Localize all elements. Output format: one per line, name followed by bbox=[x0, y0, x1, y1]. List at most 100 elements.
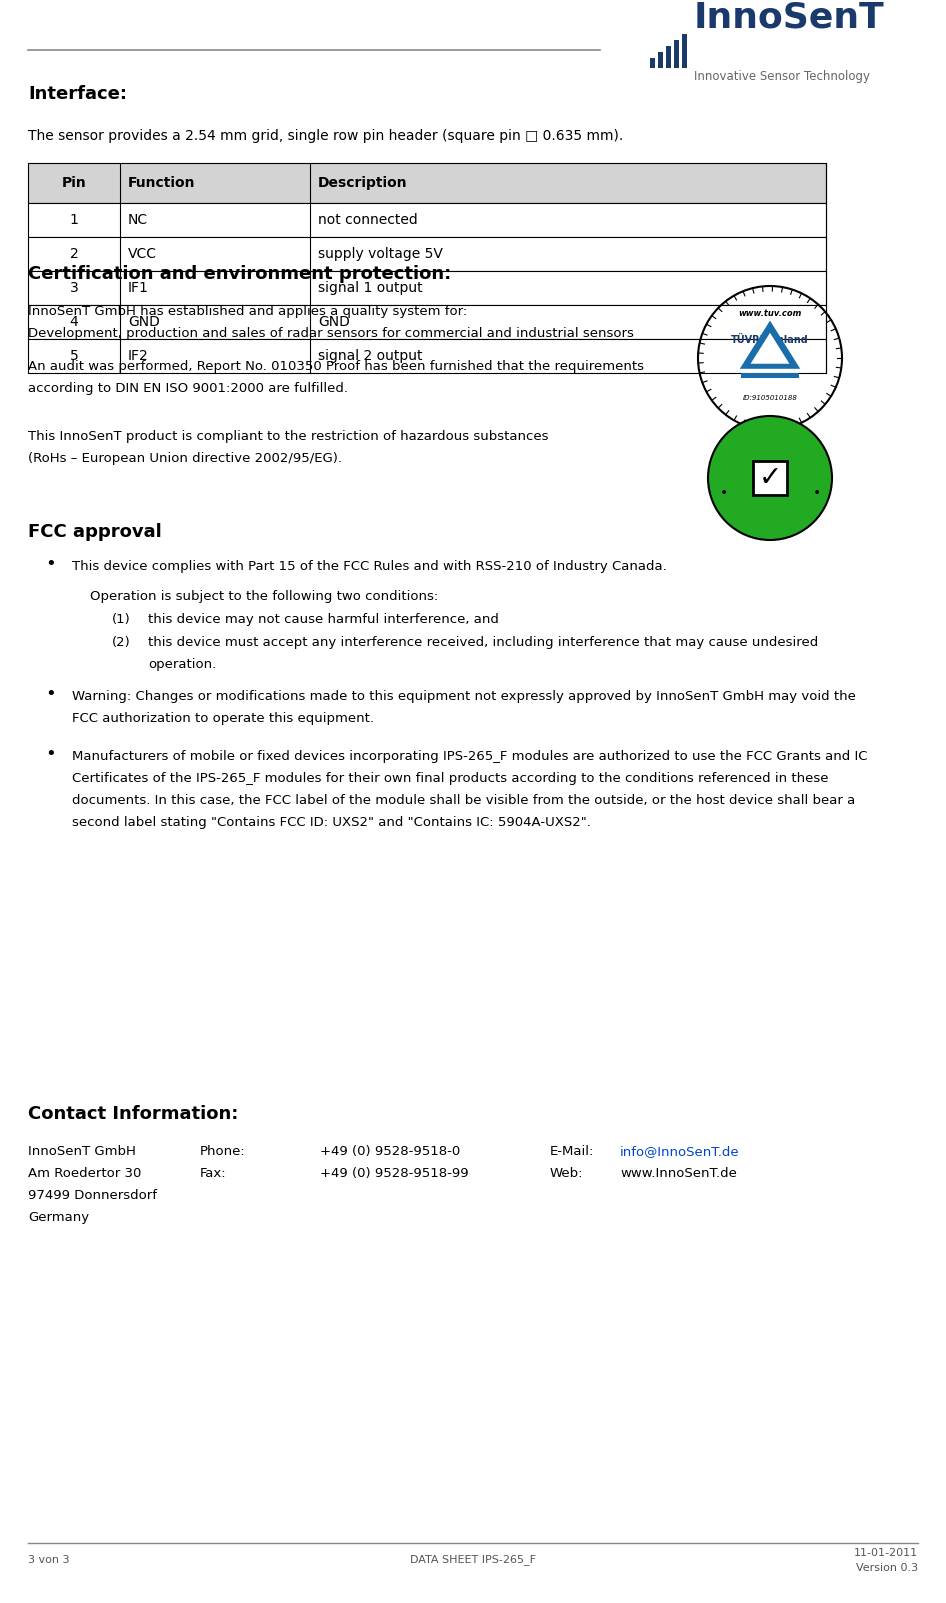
Text: www.tuv.com: www.tuv.com bbox=[738, 309, 801, 317]
Text: Function: Function bbox=[128, 176, 196, 191]
Text: Germany: Germany bbox=[28, 1210, 89, 1225]
Text: -: - bbox=[780, 423, 786, 433]
Polygon shape bbox=[740, 321, 800, 369]
Text: InnoSenT: InnoSenT bbox=[694, 0, 885, 34]
Text: this device must accept any interference received, including interference that m: this device must accept any interference… bbox=[148, 636, 818, 649]
Text: 1: 1 bbox=[70, 213, 79, 228]
Text: •: • bbox=[45, 745, 56, 763]
Text: s: s bbox=[753, 423, 760, 433]
Bar bbox=[28, 237, 826, 271]
Text: signal 2 output: signal 2 output bbox=[318, 349, 423, 362]
Text: Certificates of the IPS-265_F modules for their own final products according to : Certificates of the IPS-265_F modules fo… bbox=[72, 773, 829, 785]
Text: Description: Description bbox=[318, 176, 408, 191]
Bar bbox=[742, 373, 798, 378]
Text: An audit was performed, Report No. 010350 Proof has been furnished that the requ: An audit was performed, Report No. 01035… bbox=[28, 361, 644, 373]
Text: GND: GND bbox=[128, 316, 160, 329]
Text: VCC: VCC bbox=[128, 247, 157, 261]
Text: Certification and environment protection:: Certification and environment protection… bbox=[28, 264, 451, 284]
Text: •: • bbox=[45, 684, 56, 704]
Text: Pin: Pin bbox=[61, 176, 86, 191]
Text: IF1: IF1 bbox=[128, 281, 149, 295]
Text: •: • bbox=[813, 486, 820, 500]
Bar bbox=[28, 271, 826, 305]
Text: Operation is subject to the following two conditions:: Operation is subject to the following tw… bbox=[90, 590, 438, 603]
Text: signal 1 output: signal 1 output bbox=[318, 281, 423, 295]
Text: E-Mail:: E-Mail: bbox=[550, 1145, 594, 1157]
Text: 3 von 3: 3 von 3 bbox=[28, 1555, 69, 1565]
Text: documents. In this case, the FCC label of the module shall be visible from the o: documents. In this case, the FCC label o… bbox=[72, 793, 855, 806]
Text: InnoSenT GmbH has established and applies a quality system for:: InnoSenT GmbH has established and applie… bbox=[28, 305, 467, 317]
Text: Warning: Changes or modifications made to this equipment not expressly approved : Warning: Changes or modifications made t… bbox=[72, 689, 856, 704]
Text: not connected: not connected bbox=[318, 213, 418, 228]
Text: o: o bbox=[728, 436, 738, 446]
Text: Am Roedertor 30: Am Roedertor 30 bbox=[28, 1167, 141, 1180]
Text: Manufacturers of mobile or fixed devices incorporating IPS-265_F modules are aut: Manufacturers of mobile or fixed devices… bbox=[72, 750, 867, 763]
Bar bbox=[658, 51, 663, 67]
Text: Development, production and sales of radar sensors for commercial and industrial: Development, production and sales of rad… bbox=[28, 327, 634, 340]
Text: operation.: operation. bbox=[148, 657, 217, 672]
Text: ✓: ✓ bbox=[759, 463, 781, 492]
Text: c: c bbox=[802, 436, 812, 446]
Text: FCC authorization to operate this equipment.: FCC authorization to operate this equipm… bbox=[72, 712, 374, 725]
Text: Fax:: Fax: bbox=[200, 1167, 227, 1180]
Text: 97499 Donnersdorf: 97499 Donnersdorf bbox=[28, 1189, 157, 1202]
Bar bbox=[28, 164, 826, 204]
Polygon shape bbox=[750, 333, 790, 364]
Text: l: l bbox=[815, 489, 825, 494]
Text: ID:9105010188: ID:9105010188 bbox=[743, 394, 797, 401]
Text: TÜVRheinland: TÜVRheinland bbox=[731, 335, 809, 345]
Text: according to DIN EN ISO 9001:2000 are fulfilled.: according to DIN EN ISO 9001:2000 are fu… bbox=[28, 382, 348, 394]
Bar bbox=[674, 40, 679, 67]
Text: This InnoSenT product is compliant to the restriction of hazardous substances: This InnoSenT product is compliant to th… bbox=[28, 430, 549, 442]
Bar bbox=[682, 34, 687, 67]
Text: FCC approval: FCC approval bbox=[28, 523, 162, 540]
Bar bbox=[28, 305, 826, 338]
Text: DATA SHEET IPS-265_F: DATA SHEET IPS-265_F bbox=[410, 1553, 536, 1565]
Bar bbox=[28, 338, 826, 373]
Text: www.InnoSenT.de: www.InnoSenT.de bbox=[620, 1167, 737, 1180]
Text: This device complies with Part 15 of the FCC Rules and with RSS-210 of Industry : This device complies with Part 15 of the… bbox=[72, 559, 667, 572]
Text: Web:: Web: bbox=[550, 1167, 584, 1180]
Text: H: H bbox=[739, 428, 749, 439]
Text: •: • bbox=[45, 555, 56, 572]
Bar bbox=[753, 462, 787, 495]
Text: GND: GND bbox=[318, 316, 350, 329]
Text: m: m bbox=[815, 460, 826, 470]
Text: (RoHs – European Union directive 2002/95/EG).: (RoHs – European Union directive 2002/95… bbox=[28, 452, 342, 465]
Text: info@InnoSenT.de: info@InnoSenT.de bbox=[620, 1145, 740, 1157]
Text: 3: 3 bbox=[70, 281, 79, 295]
Text: (2): (2) bbox=[112, 636, 131, 649]
Text: p: p bbox=[817, 476, 827, 481]
Text: Phone:: Phone: bbox=[200, 1145, 246, 1157]
Text: (1): (1) bbox=[112, 612, 131, 627]
Text: 5: 5 bbox=[70, 349, 79, 362]
Text: 11-01-2011: 11-01-2011 bbox=[854, 1548, 918, 1558]
Text: i: i bbox=[811, 500, 819, 507]
Text: 2002 / 95 EG: 2002 / 95 EG bbox=[741, 511, 799, 521]
Text: R: R bbox=[720, 447, 730, 457]
Text: •: • bbox=[719, 486, 727, 500]
Text: 2: 2 bbox=[70, 247, 79, 261]
Text: Innovative Sensor Technology: Innovative Sensor Technology bbox=[694, 71, 870, 83]
Text: +49 (0) 9528-9518-0: +49 (0) 9528-9518-0 bbox=[320, 1145, 461, 1157]
Text: this device may not cause harmful interference, and: this device may not cause harmful interf… bbox=[148, 612, 499, 627]
Bar bbox=[28, 204, 826, 237]
Text: second label stating "Contains FCC ID: UXS2" and "Contains IC: 5904A-UXS2".: second label stating "Contains FCC ID: U… bbox=[72, 816, 591, 829]
Text: Version 0.3: Version 0.3 bbox=[856, 1563, 918, 1573]
Bar bbox=[650, 58, 655, 67]
Circle shape bbox=[708, 417, 832, 540]
Text: The sensor provides a 2.54 mm grid, single row pin header (square pin □ 0.635 mm: The sensor provides a 2.54 mm grid, sing… bbox=[28, 128, 623, 143]
Text: a: a bbox=[802, 510, 812, 519]
Text: 4: 4 bbox=[70, 316, 79, 329]
Bar bbox=[666, 46, 671, 67]
Text: +49 (0) 9528-9518-99: +49 (0) 9528-9518-99 bbox=[320, 1167, 468, 1180]
Text: InnoSenT GmbH: InnoSenT GmbH bbox=[28, 1145, 136, 1157]
Text: Interface:: Interface: bbox=[28, 85, 127, 103]
Text: IF2: IF2 bbox=[128, 349, 149, 362]
Text: Contact Information:: Contact Information: bbox=[28, 1104, 238, 1124]
Text: t: t bbox=[780, 524, 786, 532]
Text: NC: NC bbox=[128, 213, 149, 228]
Text: supply voltage 5V: supply voltage 5V bbox=[318, 247, 443, 261]
Text: o: o bbox=[810, 447, 820, 457]
Text: n: n bbox=[792, 518, 800, 529]
